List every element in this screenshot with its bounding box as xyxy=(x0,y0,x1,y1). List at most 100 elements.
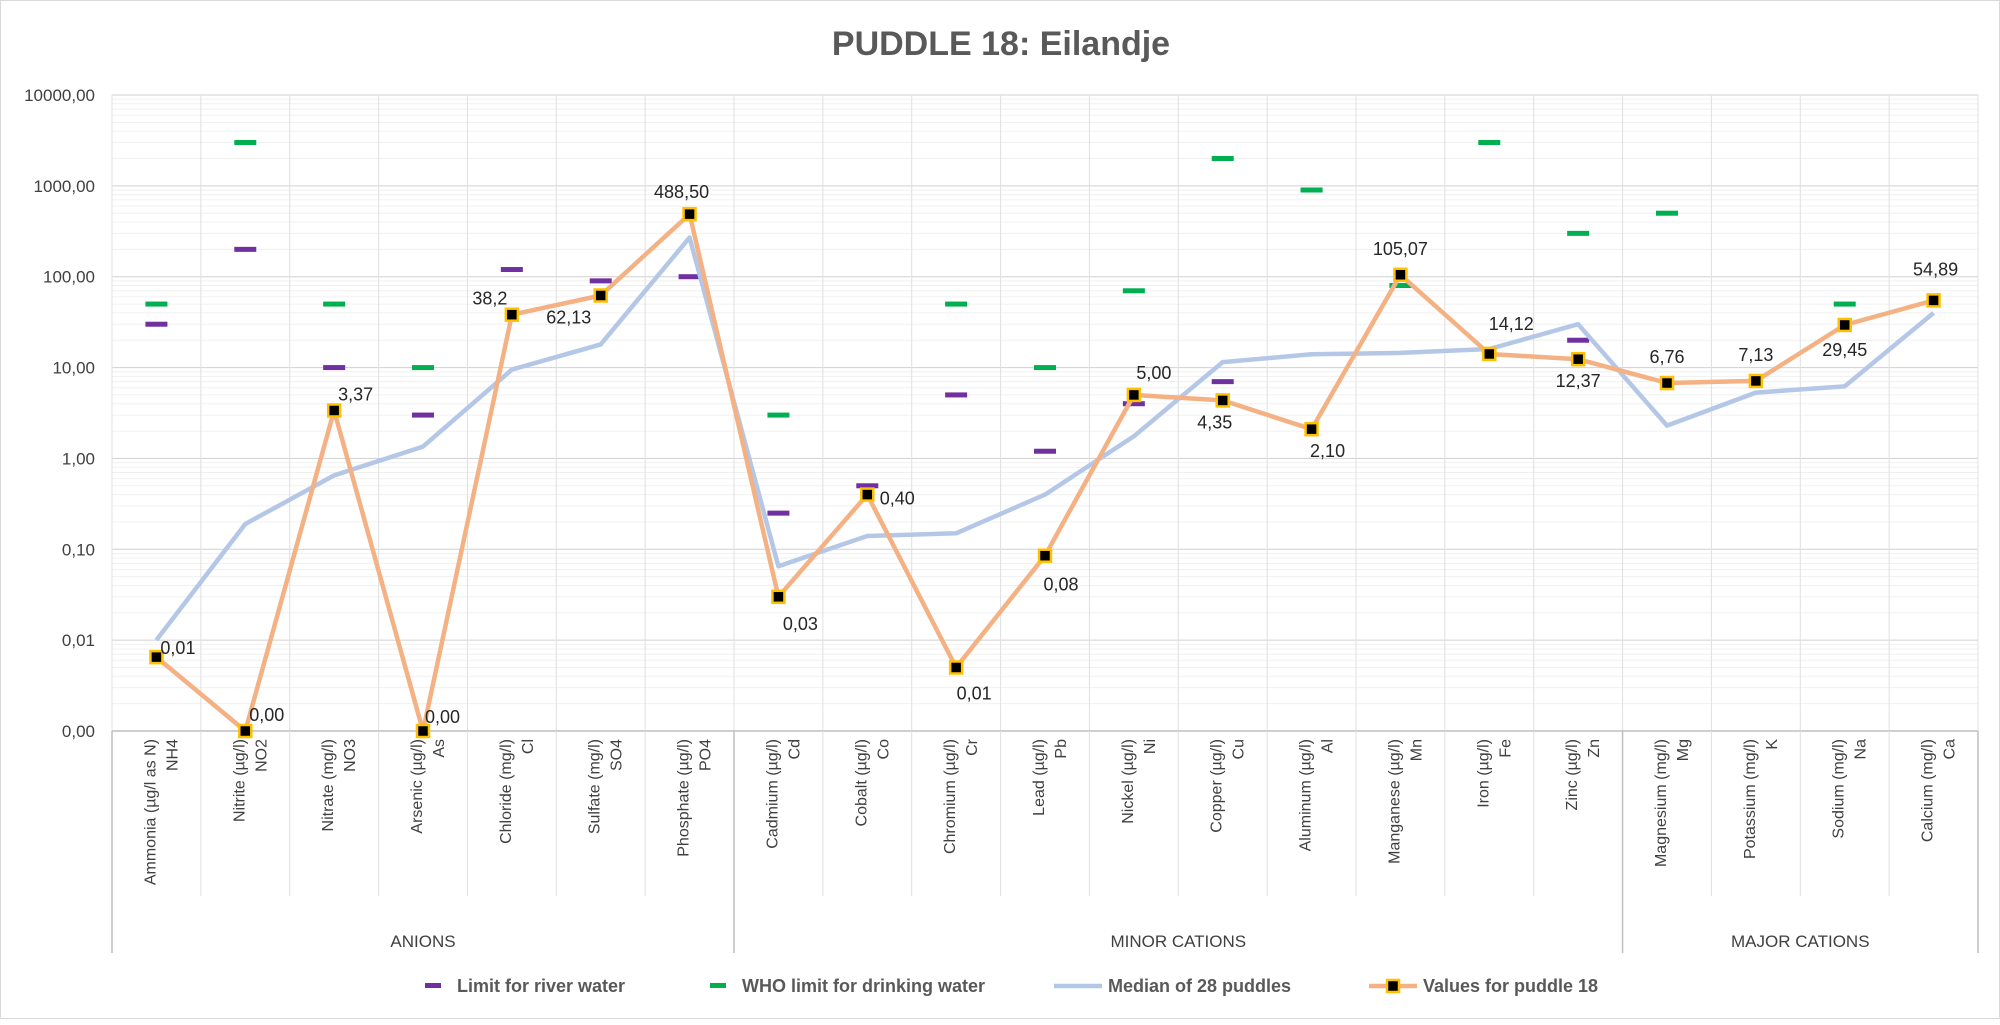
x-category-label: Cobalt (µg/l) Co xyxy=(853,739,892,827)
legend-swatch xyxy=(710,983,726,988)
legend-swatch xyxy=(425,983,441,988)
x-category-label: Nitrate (mg/l) NO3 xyxy=(320,739,359,832)
x-category-label-line: K xyxy=(1764,739,1781,750)
data-label: 29,45 xyxy=(1822,340,1867,360)
limit-marker xyxy=(1656,210,1678,216)
limit-marker xyxy=(589,278,612,284)
data-label: 105,07 xyxy=(1373,239,1428,259)
data-label: 4,35 xyxy=(1197,412,1232,432)
x-category-label: Magnesium (mg/l) Mg xyxy=(1653,739,1692,867)
data-point xyxy=(593,288,608,303)
data-point xyxy=(771,589,786,605)
data-point xyxy=(504,307,520,322)
data-label: 2,10 xyxy=(1310,441,1345,461)
limit-marker xyxy=(856,483,879,489)
limit-marker xyxy=(945,301,968,307)
data-label: 7,13 xyxy=(1738,345,1773,365)
x-category-label: Sodium (mg/l) Na xyxy=(1831,739,1870,839)
x-category-label-line: Nickel (µg/l) xyxy=(1120,739,1137,824)
x-category-label-line: Cobalt (µg/l) xyxy=(853,739,870,826)
limit-marker xyxy=(1833,301,1856,307)
x-category-label-line: Sodium (mg/l) xyxy=(1831,739,1848,839)
x-category-label-line: Magnesium (mg/l) xyxy=(1653,739,1670,867)
data-point xyxy=(1659,375,1675,391)
data-label: 54,89 xyxy=(1913,259,1958,279)
limit-marker xyxy=(1567,230,1590,236)
x-category-label: Chloride (mg/l) Cl xyxy=(498,739,537,844)
x-category-label-line: Nitrite (µg/l) xyxy=(231,739,248,822)
x-category-label-line: Phosphate (µg/l) xyxy=(676,739,693,857)
limit-marker xyxy=(323,365,346,371)
x-category-label: Chromium (µg/l) Cr xyxy=(942,738,981,854)
x-category-label-line: SO4 xyxy=(609,739,626,771)
data-point xyxy=(1748,373,1764,389)
x-category-label-line: Nitrate (mg/l) xyxy=(320,739,337,831)
series-line xyxy=(154,235,1936,642)
x-category-label-line: Al xyxy=(1320,739,1337,753)
y-tick-label: 1,00 xyxy=(62,449,95,468)
x-category-label-line: Potassium (mg/l) xyxy=(1742,739,1759,859)
x-category-label-line: Na xyxy=(1853,739,1870,760)
limit-marker xyxy=(767,412,790,418)
x-category-label: Manganese (µg/l) Mn xyxy=(1386,739,1425,864)
data-label: 62,13 xyxy=(546,307,591,327)
data-point xyxy=(1304,421,1319,437)
data-label: 14,12 xyxy=(1489,314,1534,334)
x-category-label-line: Cl xyxy=(520,739,537,754)
limit-marker xyxy=(234,140,257,146)
legend-item: Median of 28 puddles xyxy=(1054,976,1291,996)
x-category-label: Nitrite (µg/l) NO2 xyxy=(231,739,270,822)
x-category-label: Arsenic (µg/l) As xyxy=(409,739,448,834)
x-category-label-line: NO3 xyxy=(342,739,359,772)
x-category-label-line: Iron (µg/l) xyxy=(1475,739,1492,808)
data-point xyxy=(149,649,164,665)
x-category-label-line: Chromium (µg/l) xyxy=(942,739,959,854)
data-point xyxy=(948,660,964,675)
x-category-label-line: Ca xyxy=(1942,739,1959,760)
data-point xyxy=(415,723,431,739)
plot-area xyxy=(145,140,1941,739)
x-category-label: Ammonia (µg/l as N) NH4 xyxy=(142,739,181,885)
data-point xyxy=(682,206,697,222)
group-label: MAJOR CATIONS xyxy=(1731,932,1870,951)
limit-marker xyxy=(323,301,346,307)
x-category-label: Calcium (mg/l) Ca xyxy=(1920,739,1959,842)
y-tick-label: 1000,00 xyxy=(34,177,95,196)
legend: Limit for river water WHO limit for drink… xyxy=(425,976,1598,996)
y-tick-label: 100,00 xyxy=(43,268,95,287)
x-category-label-line: Aluminum (µg/l) xyxy=(1298,739,1315,851)
y-tick-label: 0,00 xyxy=(62,722,95,741)
y-tick-label: 10000,00 xyxy=(24,86,95,105)
x-category-label-line: Zn xyxy=(1586,739,1603,758)
x-category-label-line: Ni xyxy=(1142,739,1159,754)
limit-marker xyxy=(1567,337,1590,343)
data-label: 0,03 xyxy=(783,614,818,634)
data-point xyxy=(1926,293,1941,308)
data-label: 488,50 xyxy=(654,182,709,202)
data-label: 0,01 xyxy=(957,683,992,703)
legend-label: Values for puddle 18 xyxy=(1423,976,1598,996)
x-category-label: Nickel (µg/l) Ni xyxy=(1120,739,1159,824)
legend-item: WHO limit for drinking water xyxy=(710,976,985,996)
data-point xyxy=(1393,267,1408,283)
x-category-label-line: Manganese (µg/l) xyxy=(1386,739,1403,864)
data-label: 0,08 xyxy=(1043,575,1078,595)
x-category-label-line: Ammonia (µg/l as N) xyxy=(142,739,159,885)
x-category-label: Iron (µg/l) Fe xyxy=(1475,739,1514,808)
x-category-label: Lead (µg/l) Pb xyxy=(1031,739,1070,816)
limit-marker xyxy=(234,246,257,252)
x-category-label: Potassium (mg/l) K xyxy=(1742,739,1781,859)
x-category-label: Zinc (µg/l) Zn xyxy=(1564,739,1603,810)
x-category-label: Sulfate (mg/l) SO4 xyxy=(587,739,626,834)
legend-item: Limit for river water xyxy=(425,976,625,996)
x-category-label-line: Cu xyxy=(1231,739,1248,759)
limit-marker xyxy=(1211,379,1234,385)
x-category-label-line: Zinc (µg/l) xyxy=(1564,739,1581,810)
x-category-label-line: NH4 xyxy=(164,739,181,771)
data-label: 0,40 xyxy=(880,489,915,509)
limit-marker xyxy=(1034,365,1056,371)
data-label: 38,2 xyxy=(472,289,507,309)
x-category-label-line: Cd xyxy=(786,739,803,759)
x-category-label-line: Calcium (mg/l) xyxy=(1920,739,1937,842)
